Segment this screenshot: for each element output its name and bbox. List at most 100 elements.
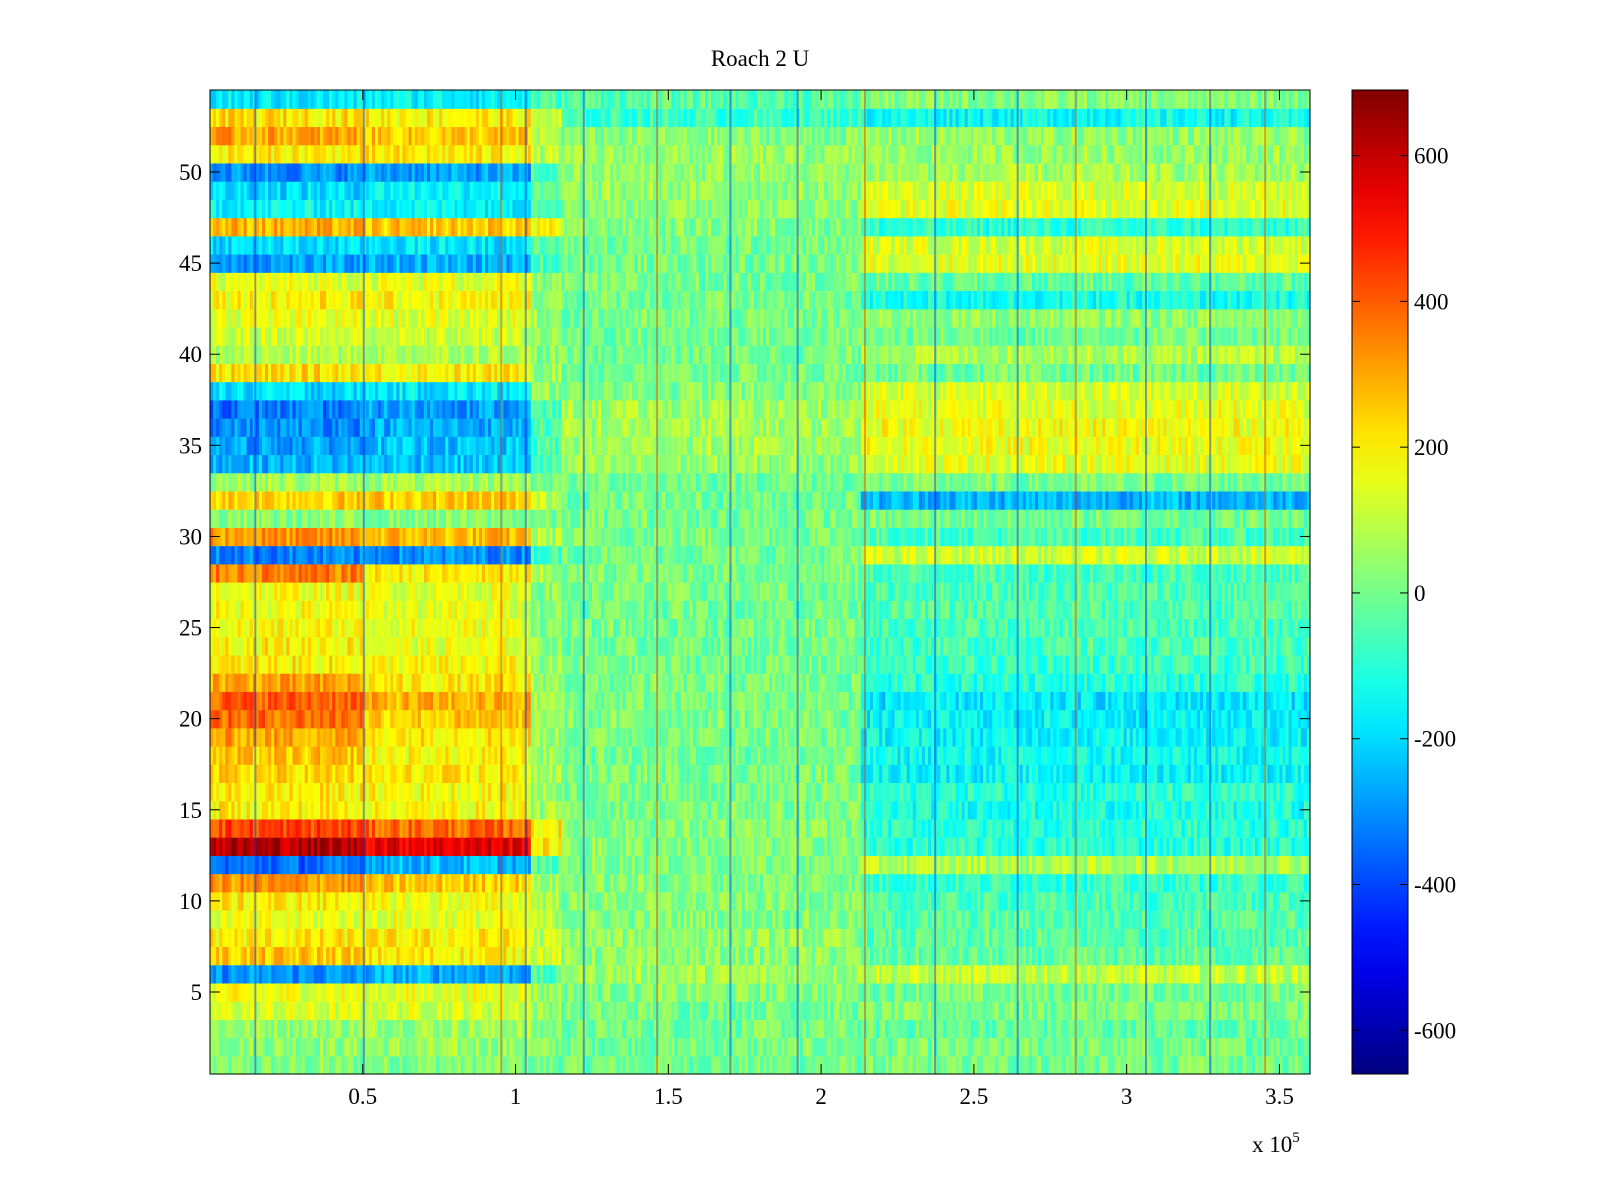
heatmap-cell bbox=[463, 1037, 468, 1057]
heatmap-cell bbox=[876, 1037, 880, 1057]
heatmap-cell bbox=[1187, 1037, 1192, 1057]
heatmap-cell bbox=[616, 1001, 621, 1020]
heatmap-cell bbox=[295, 1001, 300, 1020]
heatmap-cell bbox=[741, 1019, 746, 1039]
heatmap-cell bbox=[402, 1001, 407, 1020]
heatmap-cell bbox=[607, 1019, 611, 1039]
heatmap-cell bbox=[1090, 1001, 1094, 1020]
heatmap-cell bbox=[766, 1019, 770, 1039]
heatmap-cell bbox=[891, 1037, 896, 1057]
heatmap-cell bbox=[714, 1001, 718, 1020]
heatmap-cell bbox=[732, 1001, 737, 1020]
heatmap-cell bbox=[668, 1037, 672, 1057]
heatmap-cell bbox=[365, 1037, 370, 1057]
heatmap-cell bbox=[530, 1055, 535, 1075]
heatmap-cell bbox=[955, 1055, 960, 1075]
heatmap-cell bbox=[234, 982, 239, 1002]
heatmap-cell bbox=[750, 1001, 755, 1020]
heatmap-cell bbox=[332, 1055, 336, 1075]
heatmap-cell bbox=[949, 1001, 954, 1020]
heatmap-cell bbox=[579, 1001, 584, 1020]
heatmap-cell bbox=[808, 1055, 813, 1075]
heatmap-cell bbox=[925, 1019, 929, 1039]
heatmap-cell bbox=[650, 1019, 654, 1039]
heatmap-cell bbox=[1010, 1001, 1015, 1020]
heatmap-cell bbox=[980, 1001, 984, 1020]
heatmap-cell bbox=[827, 1037, 831, 1057]
heatmap-cell bbox=[219, 1037, 223, 1057]
heatmap-cell bbox=[1108, 1037, 1112, 1057]
heatmap-cell bbox=[1135, 1001, 1140, 1020]
heatmap-cell bbox=[983, 1001, 987, 1020]
heatmap-cell bbox=[1166, 1037, 1171, 1057]
heatmap-cell bbox=[258, 982, 263, 1002]
heatmap-cell bbox=[222, 1037, 226, 1057]
heatmap-cell bbox=[1160, 1055, 1164, 1075]
heatmap-cell bbox=[524, 1055, 529, 1075]
heatmap-cell bbox=[646, 1001, 651, 1020]
heatmap-cell bbox=[451, 1055, 456, 1075]
heatmap-cell bbox=[515, 1037, 520, 1057]
heatmap-cell bbox=[341, 1037, 346, 1057]
heatmap-cell bbox=[1105, 1037, 1109, 1057]
chart-title: Roach 2 U bbox=[711, 46, 810, 71]
heatmap-cell bbox=[1031, 1001, 1036, 1020]
heatmap-cell bbox=[329, 1019, 333, 1039]
heatmap-cell bbox=[1172, 1037, 1177, 1057]
heatmap-cell bbox=[686, 1019, 691, 1039]
heatmap-cell bbox=[921, 1037, 926, 1057]
heatmap-cell bbox=[1196, 1037, 1201, 1057]
heatmap-cell bbox=[1169, 1055, 1174, 1075]
heatmap-cell bbox=[986, 1037, 990, 1057]
heatmap-cell bbox=[989, 1019, 993, 1039]
heatmap-cell bbox=[793, 1001, 798, 1020]
heatmap-cell bbox=[796, 1055, 801, 1075]
heatmap-cell bbox=[1019, 1001, 1024, 1020]
heatmap-cell bbox=[1035, 1019, 1039, 1039]
heatmap-cell bbox=[347, 1019, 352, 1039]
heatmap-cell bbox=[906, 1019, 911, 1039]
heatmap-cell bbox=[255, 1001, 260, 1020]
heatmap-cell bbox=[1264, 1055, 1268, 1075]
heatmap-cell bbox=[1227, 1055, 1232, 1075]
heatmap-cell bbox=[674, 1019, 679, 1039]
heatmap-cell bbox=[1255, 1001, 1259, 1020]
heatmap-cell bbox=[1071, 1019, 1076, 1039]
heatmap-cell bbox=[1175, 1019, 1180, 1039]
heatmap-cell bbox=[701, 1001, 706, 1020]
heatmap-cell bbox=[967, 1055, 972, 1075]
heatmap-cell bbox=[1132, 1055, 1137, 1075]
heatmap-cell bbox=[338, 1055, 342, 1075]
heatmap-cell bbox=[781, 1037, 786, 1057]
heatmap-cell bbox=[518, 1019, 523, 1039]
heatmap-cell bbox=[912, 1001, 917, 1020]
heatmap-cell bbox=[1007, 1019, 1012, 1039]
heatmap-cell bbox=[252, 1055, 257, 1075]
heatmap-cell bbox=[1111, 1037, 1116, 1057]
heatmap-cell bbox=[967, 1019, 972, 1039]
heatmap-cell bbox=[1086, 1055, 1091, 1075]
heatmap-cell bbox=[1203, 1037, 1207, 1057]
heatmap-cell bbox=[744, 1055, 749, 1075]
heatmap-cell bbox=[631, 1055, 636, 1075]
heatmap-cell bbox=[408, 1001, 413, 1020]
heatmap-cell bbox=[1123, 1019, 1128, 1039]
heatmap-cell bbox=[518, 1055, 523, 1075]
heatmap-cell bbox=[261, 1037, 266, 1057]
heatmap-cell bbox=[359, 1001, 364, 1020]
heatmap-cell bbox=[323, 1019, 327, 1039]
heatmap-cell bbox=[414, 1037, 419, 1057]
heatmap-cell bbox=[885, 1037, 889, 1057]
heatmap-cell bbox=[799, 1001, 804, 1020]
heatmap-cell bbox=[310, 1037, 315, 1057]
heatmap-cell bbox=[323, 1055, 327, 1075]
heatmap-cell bbox=[323, 1001, 327, 1020]
heatmap-cell bbox=[873, 1001, 877, 1020]
heatmap-cell bbox=[631, 1001, 636, 1020]
heatmap-cell bbox=[714, 1055, 718, 1075]
heatmap-cell bbox=[1157, 1055, 1161, 1075]
heatmap-cell bbox=[857, 1019, 862, 1039]
heatmap-cell bbox=[316, 1037, 321, 1057]
heatmap-cell bbox=[237, 1037, 242, 1057]
heatmap-cell bbox=[973, 1055, 978, 1075]
